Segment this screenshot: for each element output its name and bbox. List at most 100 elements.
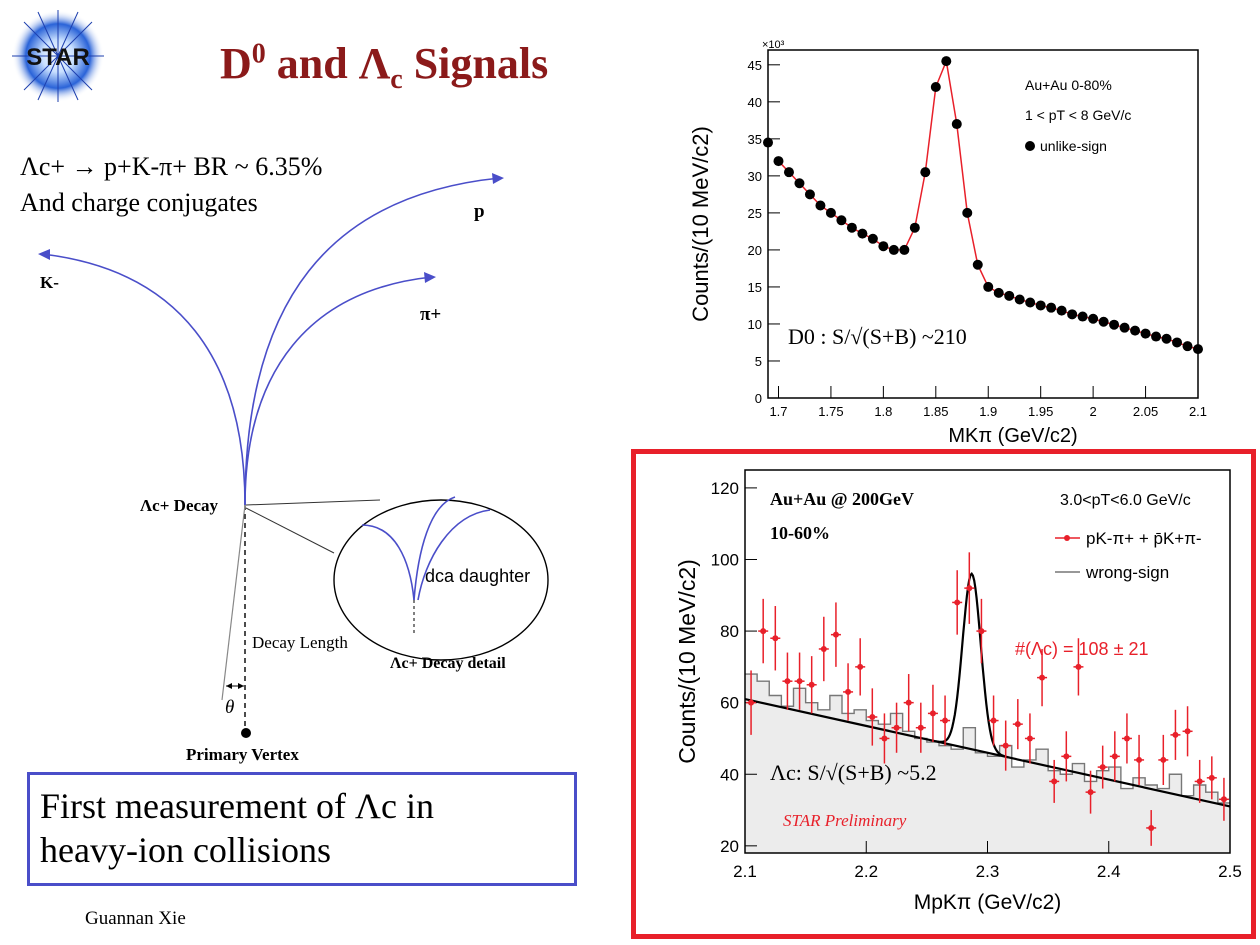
x-tick-label: 2.5 bbox=[1218, 862, 1242, 881]
dca-label: dca daughter bbox=[425, 566, 530, 586]
claim-line-2: heavy-ion collisions bbox=[40, 830, 331, 870]
preliminary-label: STAR Preliminary bbox=[783, 811, 907, 830]
wrong-sign-histogram bbox=[745, 673, 1230, 804]
data-point bbox=[1014, 721, 1021, 728]
data-point bbox=[888, 244, 899, 255]
y-axis-label: Counts/(10 MeV/c2) bbox=[674, 559, 700, 764]
y-tick-label: 80 bbox=[720, 622, 739, 641]
data-point bbox=[954, 599, 961, 606]
x-tick-label: 2.2 bbox=[854, 862, 878, 881]
x-tick-label: 1.95 bbox=[1028, 404, 1053, 419]
fit-curve bbox=[777, 58, 1199, 350]
y-tick-label: 40 bbox=[748, 95, 762, 110]
data-point bbox=[1160, 756, 1167, 763]
claim-box bbox=[27, 772, 577, 886]
data-point bbox=[857, 663, 864, 670]
lc-detail-label: Λc+ Decay detail bbox=[390, 655, 506, 672]
data-point bbox=[1002, 742, 1009, 749]
decay-length-label: Decay Length bbox=[252, 633, 348, 652]
signal-fit-curve bbox=[935, 572, 1009, 759]
data-point bbox=[804, 189, 815, 200]
decay-detail-ellipse bbox=[333, 499, 549, 661]
data-point bbox=[1099, 764, 1106, 771]
pion-track bbox=[244, 276, 433, 506]
decay-diagram: p K- π+ Λc+ Decay dca daughter Decay Len… bbox=[38, 173, 549, 764]
y-tick-label: 45 bbox=[748, 58, 762, 73]
x-tick-label: 1.8 bbox=[874, 404, 892, 419]
yield-annotation: #(Λc) = 108 ± 21 bbox=[1015, 639, 1148, 659]
significance-annotation: D0 : S/√(S+B) ~210 bbox=[788, 324, 967, 349]
data-point bbox=[1161, 333, 1172, 344]
data-point bbox=[983, 281, 994, 292]
data-point bbox=[1119, 322, 1130, 333]
data-point bbox=[1025, 297, 1036, 308]
data-point bbox=[1172, 731, 1179, 738]
lc-decay-label: Λc+ Decay bbox=[140, 496, 219, 515]
plot-frame bbox=[767, 49, 1199, 399]
data-point bbox=[1130, 325, 1141, 336]
claim-line-1: First measurement of Λc in bbox=[40, 786, 435, 826]
data-point bbox=[760, 628, 767, 635]
lc-mass-chart: 2.1 2.2 2.3 2.4 2.5 20 40 60 80 100 120 MpKπ (GeV/c… bbox=[674, 469, 1242, 914]
legend-text: 1 < pT < 8 GeV/c bbox=[1025, 107, 1131, 123]
data-point bbox=[1051, 778, 1058, 785]
data-point bbox=[1014, 294, 1025, 305]
data-point bbox=[1123, 735, 1130, 742]
data-point bbox=[905, 699, 912, 706]
data-point bbox=[1220, 796, 1227, 803]
data-point bbox=[1063, 753, 1070, 760]
data-point bbox=[846, 222, 857, 233]
data-point bbox=[990, 717, 997, 724]
x-tick-label: 1.9 bbox=[979, 404, 997, 419]
data-point bbox=[772, 635, 779, 642]
theta-label: θ bbox=[225, 697, 234, 718]
data-point bbox=[869, 713, 876, 720]
data-point bbox=[893, 724, 900, 731]
decay-note: And charge conjugates bbox=[20, 188, 258, 217]
data-point bbox=[1151, 331, 1162, 342]
significance-annotation: Λc: S/√(S+B) ~5.2 bbox=[770, 760, 937, 785]
data-point bbox=[966, 585, 973, 592]
kaon-label: K- bbox=[40, 273, 59, 292]
y-tick-label: 60 bbox=[720, 694, 739, 713]
data-point bbox=[1088, 313, 1099, 324]
data-point bbox=[794, 178, 805, 189]
data-point bbox=[1111, 753, 1118, 760]
data-point bbox=[867, 233, 878, 244]
data-point bbox=[929, 710, 936, 717]
legend-text: unlike-sign bbox=[1040, 138, 1107, 154]
data-point bbox=[978, 628, 985, 635]
data-point bbox=[1109, 319, 1120, 330]
y-tick-label: 5 bbox=[755, 354, 762, 369]
y-tick-label: 35 bbox=[748, 132, 762, 147]
data-point bbox=[796, 678, 803, 685]
y-tick-label: 20 bbox=[748, 243, 762, 258]
data-point bbox=[836, 215, 847, 226]
y-tick-label: 15 bbox=[748, 280, 762, 295]
star-logo: STAR bbox=[12, 10, 104, 102]
x-tick-label: 1.7 bbox=[769, 404, 787, 419]
y-multiplier: ×10³ bbox=[762, 39, 785, 51]
proton-track bbox=[244, 177, 501, 506]
data-point bbox=[878, 241, 889, 252]
background-fit-line bbox=[744, 698, 1231, 808]
data-point bbox=[920, 167, 931, 178]
data-point bbox=[773, 156, 784, 167]
proton-arrow bbox=[492, 173, 504, 184]
data-point bbox=[832, 631, 839, 638]
data-point bbox=[899, 244, 910, 255]
y-tick-label: 30 bbox=[748, 169, 762, 184]
primary-vertex-label: Primary Vertex bbox=[186, 745, 299, 764]
x-tick-label: 1.85 bbox=[923, 404, 948, 419]
data-point bbox=[1035, 300, 1046, 311]
y-tick-label: 0 bbox=[755, 391, 762, 406]
data-point bbox=[1098, 316, 1109, 327]
data-point bbox=[845, 688, 852, 695]
data-point bbox=[972, 259, 983, 270]
data-point bbox=[1039, 674, 1046, 681]
data-point bbox=[962, 207, 973, 218]
decay-equation: Λc+ → p+K-π+ BR ~ 6.35% bbox=[20, 152, 323, 181]
x-tick-label: 2 bbox=[1090, 404, 1097, 419]
data-point bbox=[951, 119, 962, 130]
data-point bbox=[1140, 328, 1151, 339]
